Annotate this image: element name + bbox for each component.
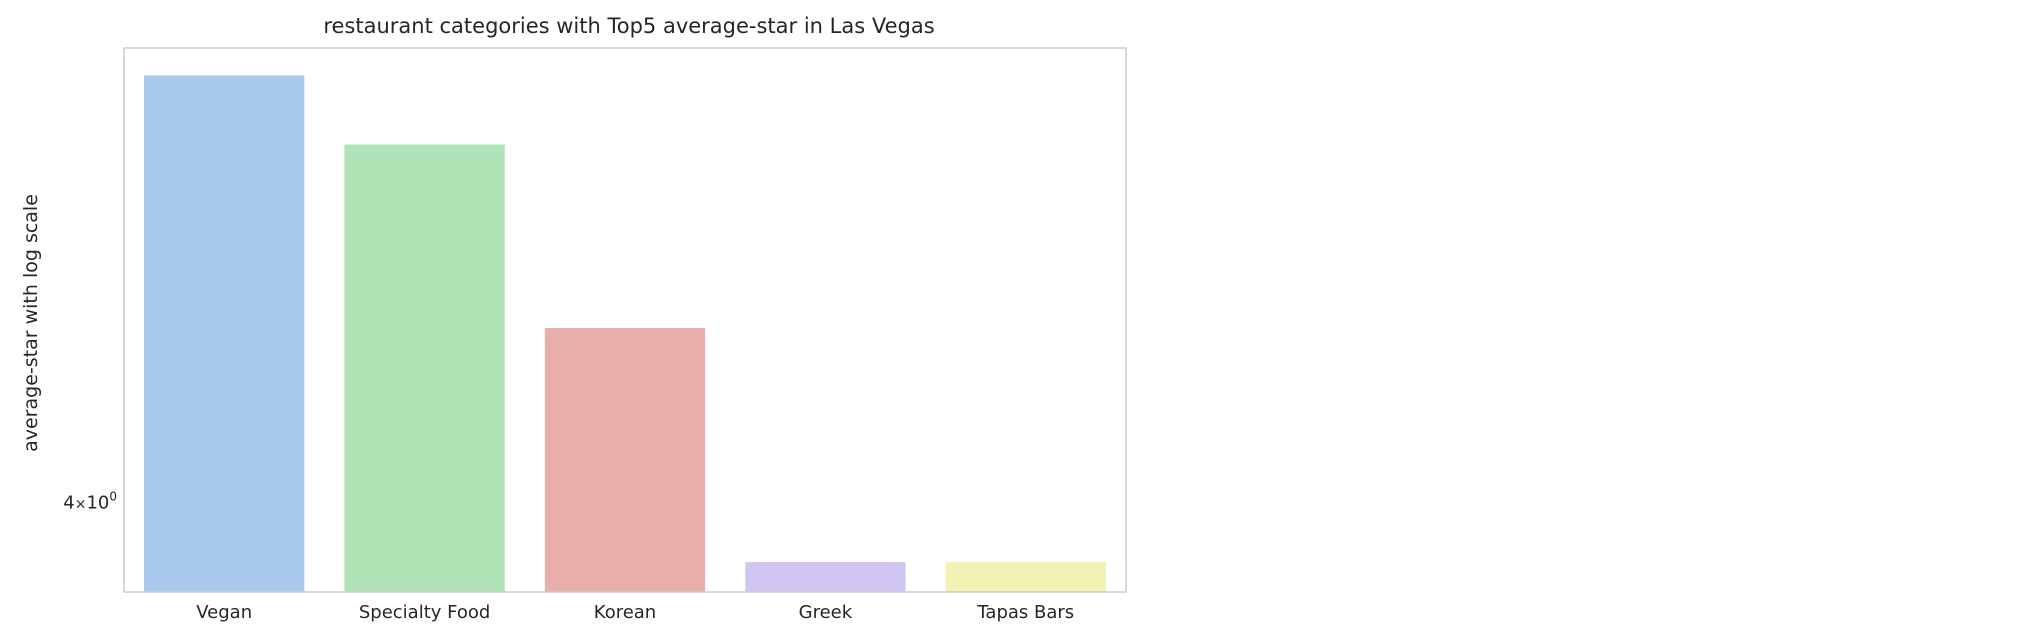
bars-group (144, 75, 1106, 593)
y-tick-label: 4×100 (63, 490, 117, 514)
y-tick-exponent: 0 (109, 490, 117, 504)
bar-specialty-food (344, 144, 505, 592)
x-tick-label: Vegan (196, 602, 252, 623)
bar-tapas-bars (945, 562, 1106, 592)
bar-korean (544, 328, 706, 592)
x-tick-labels: Vegan Specialty Food Korean Greek Tapas Bars (196, 602, 1074, 623)
y-tick-ten: 10 (86, 493, 109, 514)
x-tick-label: Greek (799, 602, 853, 623)
bar-greek (745, 562, 906, 592)
y-axis-label: average-star with log scale (20, 194, 42, 452)
x-tick-label: Korean (594, 602, 656, 623)
y-tick-base: 4 (63, 493, 74, 514)
chart-title: restaurant categories with Top5 average-… (323, 14, 934, 38)
plot-frame (123, 47, 1127, 593)
y-tick-times: × (75, 497, 87, 513)
x-tick-label: Specialty Food (359, 602, 490, 623)
x-tick-label: Tapas Bars (976, 602, 1074, 623)
y-tick-labels: 4×100 (63, 490, 117, 514)
bar-vegan (144, 75, 305, 593)
